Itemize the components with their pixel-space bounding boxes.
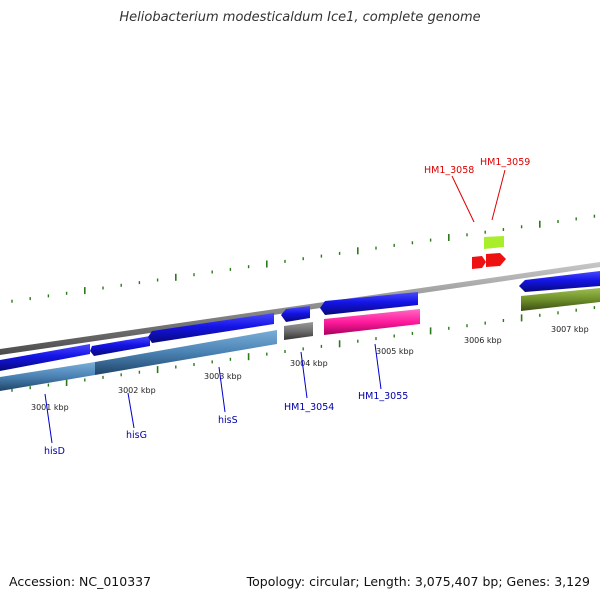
gene-label-HM1-3054[interactable]: HM1_3054 bbox=[284, 402, 334, 413]
gene-label-HM1-3059[interactable]: HM1_3059 bbox=[480, 157, 530, 168]
gene-block-HM1-3055-reverse[interactable] bbox=[324, 309, 420, 335]
accession-text: Accession: NC_010337 bbox=[9, 574, 152, 589]
gene-block-hisD-reverse[interactable] bbox=[0, 362, 95, 391]
outer-scale-ticks bbox=[11, 214, 596, 303]
tick-label-3006: 3006 kbp bbox=[464, 336, 502, 345]
gene-block-HM1-3054-reverse[interactable] bbox=[284, 322, 313, 340]
reverse-strand-genes bbox=[0, 288, 600, 391]
gene-label-hisD[interactable]: hisD bbox=[44, 446, 65, 457]
gene-label-HM1-3058[interactable]: HM1_3058 bbox=[424, 165, 474, 176]
gene-arrow-hisG-forward[interactable] bbox=[90, 336, 150, 356]
gene-labels: hisD hisG hisS HM1_3054 HM1_3055 HM1_305… bbox=[44, 157, 530, 457]
leader-HM1-3059 bbox=[491, 169, 506, 221]
gene-arrow-right-forward[interactable] bbox=[519, 271, 600, 292]
gene-block-hisS-reverse[interactable] bbox=[95, 330, 277, 375]
tick-label-3005: 3005 kbp bbox=[376, 347, 414, 356]
topology-text: Topology: circular; Length: 3,075,407 bp… bbox=[246, 574, 590, 589]
leader-hisD bbox=[44, 393, 53, 444]
gene-label-HM1-3055[interactable]: HM1_3055 bbox=[358, 391, 408, 402]
gene-arrow-hisS-forward[interactable] bbox=[148, 313, 274, 343]
gene-label-hisG[interactable]: hisG bbox=[126, 430, 147, 441]
tick-label-3003: 3003 kbp bbox=[204, 372, 242, 381]
gene-arrow-HM1-3055-forward[interactable] bbox=[320, 292, 418, 315]
gene-block-right-olive[interactable] bbox=[521, 288, 600, 311]
leader-hisG bbox=[127, 392, 135, 429]
leader-HM1-3058 bbox=[451, 175, 475, 223]
label-leaders bbox=[44, 169, 506, 444]
leader-HM1-3054 bbox=[300, 351, 308, 399]
rna-arrow-HM1-3059-red[interactable] bbox=[486, 253, 506, 267]
inner-scale-ticks bbox=[11, 306, 596, 392]
leader-hisS bbox=[218, 366, 226, 413]
forward-strand-genes bbox=[0, 271, 600, 371]
tick-label-3007: 3007 kbp bbox=[551, 325, 589, 334]
gene-arrow-HM1-3054-forward[interactable] bbox=[281, 306, 310, 322]
tick-labels: 3001 kbp 3002 kbp 3003 kbp 3004 kbp 3005… bbox=[31, 325, 589, 412]
map-title: Heliobacterium modesticaldum Ice1, compl… bbox=[119, 10, 481, 25]
rna-arrow-HM1-3058[interactable] bbox=[472, 256, 486, 269]
tick-label-3004: 3004 kbp bbox=[290, 359, 328, 368]
tick-label-3002: 3002 kbp bbox=[118, 386, 156, 395]
rna-features bbox=[472, 236, 506, 269]
tick-label-3001: 3001 kbp bbox=[31, 403, 69, 412]
leader-HM1-3055 bbox=[374, 343, 382, 390]
gene-label-hisS[interactable]: hisS bbox=[218, 415, 238, 426]
gene-arrow-hisD-forward[interactable] bbox=[0, 344, 90, 371]
rna-block-HM1-3059[interactable] bbox=[484, 236, 504, 249]
